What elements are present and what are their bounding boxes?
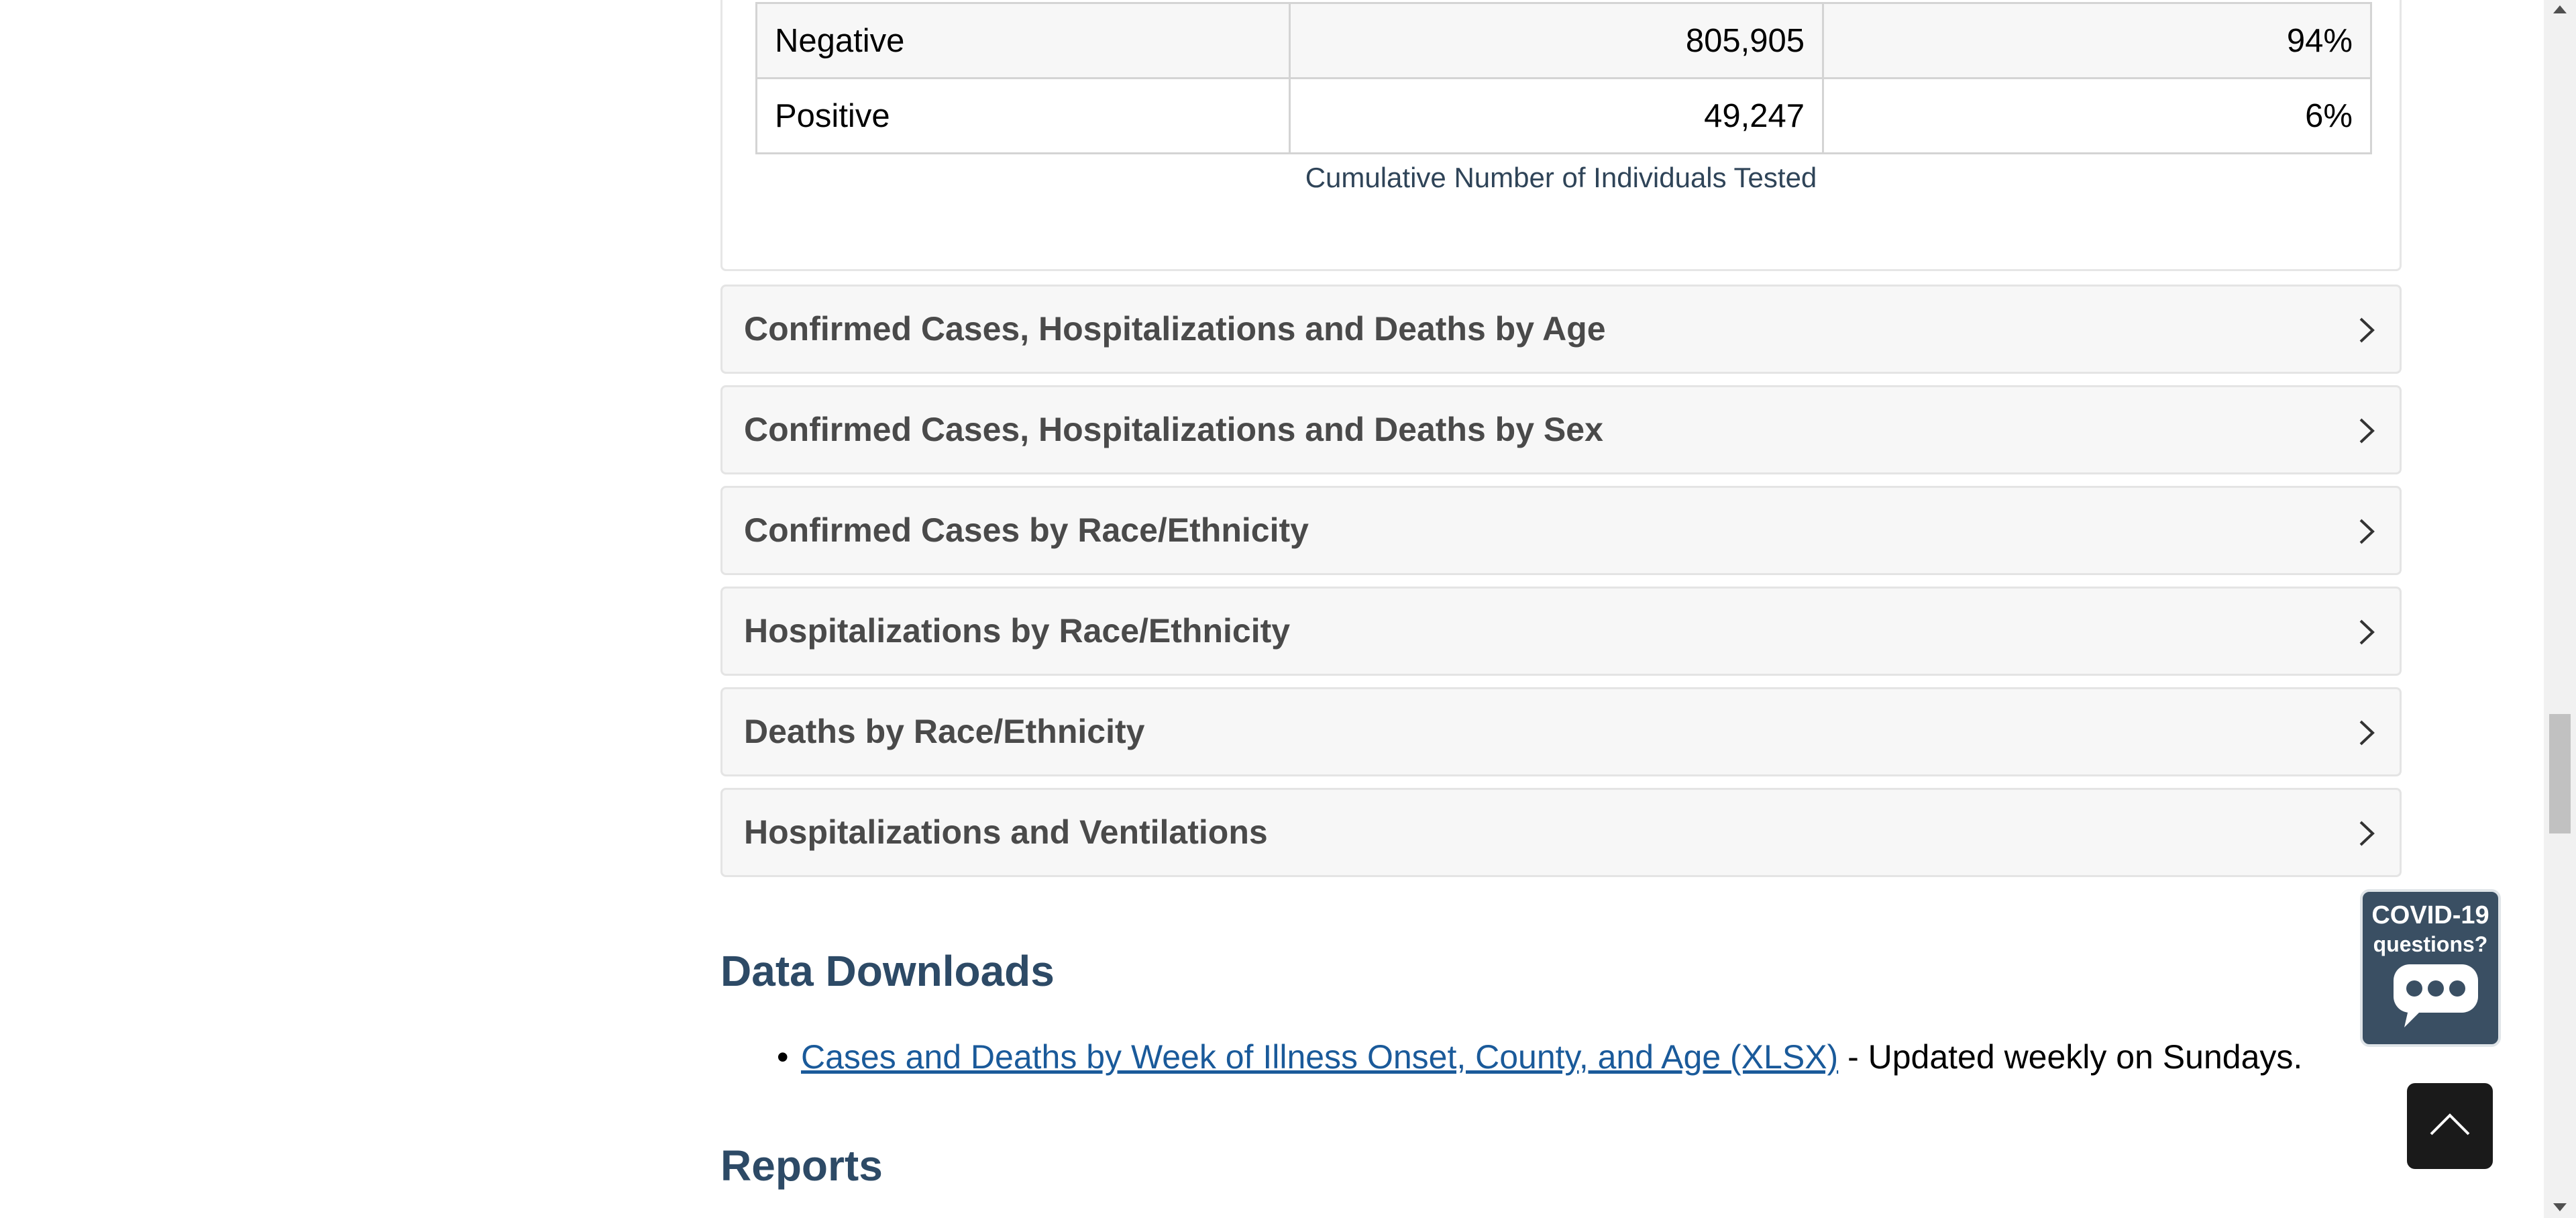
- scrollbar-thumb[interactable]: [2549, 714, 2571, 833]
- chat-widget-title: COVID-19: [2371, 901, 2489, 929]
- scroll-down-arrow-icon[interactable]: [2553, 1203, 2567, 1211]
- chevron-right-icon: [2359, 619, 2375, 645]
- reports-heading: Reports: [720, 1141, 883, 1190]
- accordion-label: Confirmed Cases, Hospitalizations and De…: [744, 411, 1603, 448]
- downloads-list: • Cases and Deaths by Week of Illness On…: [720, 1037, 2302, 1076]
- accordion-label: Hospitalizations by Race/Ethnicity: [744, 612, 1291, 650]
- result-label: Negative: [755, 2, 1291, 79]
- chevron-right-icon: [2359, 519, 2375, 544]
- chevron-up-icon: [2430, 1113, 2470, 1135]
- table-row: Negative 805,905 94%: [755, 2, 2372, 79]
- result-percent: 94%: [1822, 2, 2372, 79]
- testing-results-table: Negative 805,905 94% Positive 49,247 6%: [755, 2, 2372, 154]
- result-count: 805,905: [1289, 2, 1824, 79]
- page-scrollbar[interactable]: [2544, 0, 2576, 1218]
- result-count: 49,247: [1289, 77, 1824, 154]
- accordion-cases-by-sex[interactable]: Confirmed Cases, Hospitalizations and De…: [720, 385, 2402, 474]
- covid-chat-widget[interactable]: COVID-19 questions?: [2360, 889, 2501, 1047]
- testing-results-card: Negative 805,905 94% Positive 49,247 6% …: [720, 0, 2402, 271]
- table-caption: Cumulative Number of Individuals Tested: [1305, 162, 1817, 193]
- accordion-label: Deaths by Race/Ethnicity: [744, 713, 1145, 750]
- download-note: - Updated weekly on Sundays.: [1838, 1038, 2303, 1076]
- download-link-xlsx[interactable]: Cases and Deaths by Week of Illness Onse…: [801, 1038, 1839, 1076]
- accordion-cases-by-age[interactable]: Confirmed Cases, Hospitalizations and De…: [720, 285, 2402, 374]
- chevron-right-icon: [2359, 317, 2375, 343]
- chevron-right-icon: [2359, 418, 2375, 444]
- result-percent: 6%: [1822, 77, 2372, 154]
- result-label: Positive: [755, 77, 1291, 154]
- accordion-hospitalizations-by-race[interactable]: Hospitalizations by Race/Ethnicity: [720, 587, 2402, 676]
- data-downloads-heading: Data Downloads: [720, 947, 1055, 995]
- table-row: Positive 49,247 6%: [755, 77, 2372, 154]
- list-item: • Cases and Deaths by Week of Illness On…: [720, 1037, 2302, 1076]
- scroll-up-arrow-icon[interactable]: [2553, 5, 2567, 13]
- accordion-cases-by-race[interactable]: Confirmed Cases by Race/Ethnicity: [720, 486, 2402, 575]
- chevron-right-icon: [2359, 720, 2375, 746]
- chevron-right-icon: [2359, 821, 2375, 846]
- accordion-label: Confirmed Cases, Hospitalizations and De…: [744, 310, 1606, 348]
- speech-bubble-icon: [2394, 964, 2478, 1027]
- accordion-label: Confirmed Cases by Race/Ethnicity: [744, 511, 1309, 549]
- back-to-top-button[interactable]: [2407, 1083, 2493, 1169]
- accordion-hospitalizations-ventilations[interactable]: Hospitalizations and Ventilations: [720, 788, 2402, 877]
- chat-widget-subtitle: questions?: [2373, 932, 2488, 956]
- accordion-label: Hospitalizations and Ventilations: [744, 813, 1268, 851]
- accordion-deaths-by-race[interactable]: Deaths by Race/Ethnicity: [720, 687, 2402, 776]
- list-bullet: •: [777, 1038, 789, 1076]
